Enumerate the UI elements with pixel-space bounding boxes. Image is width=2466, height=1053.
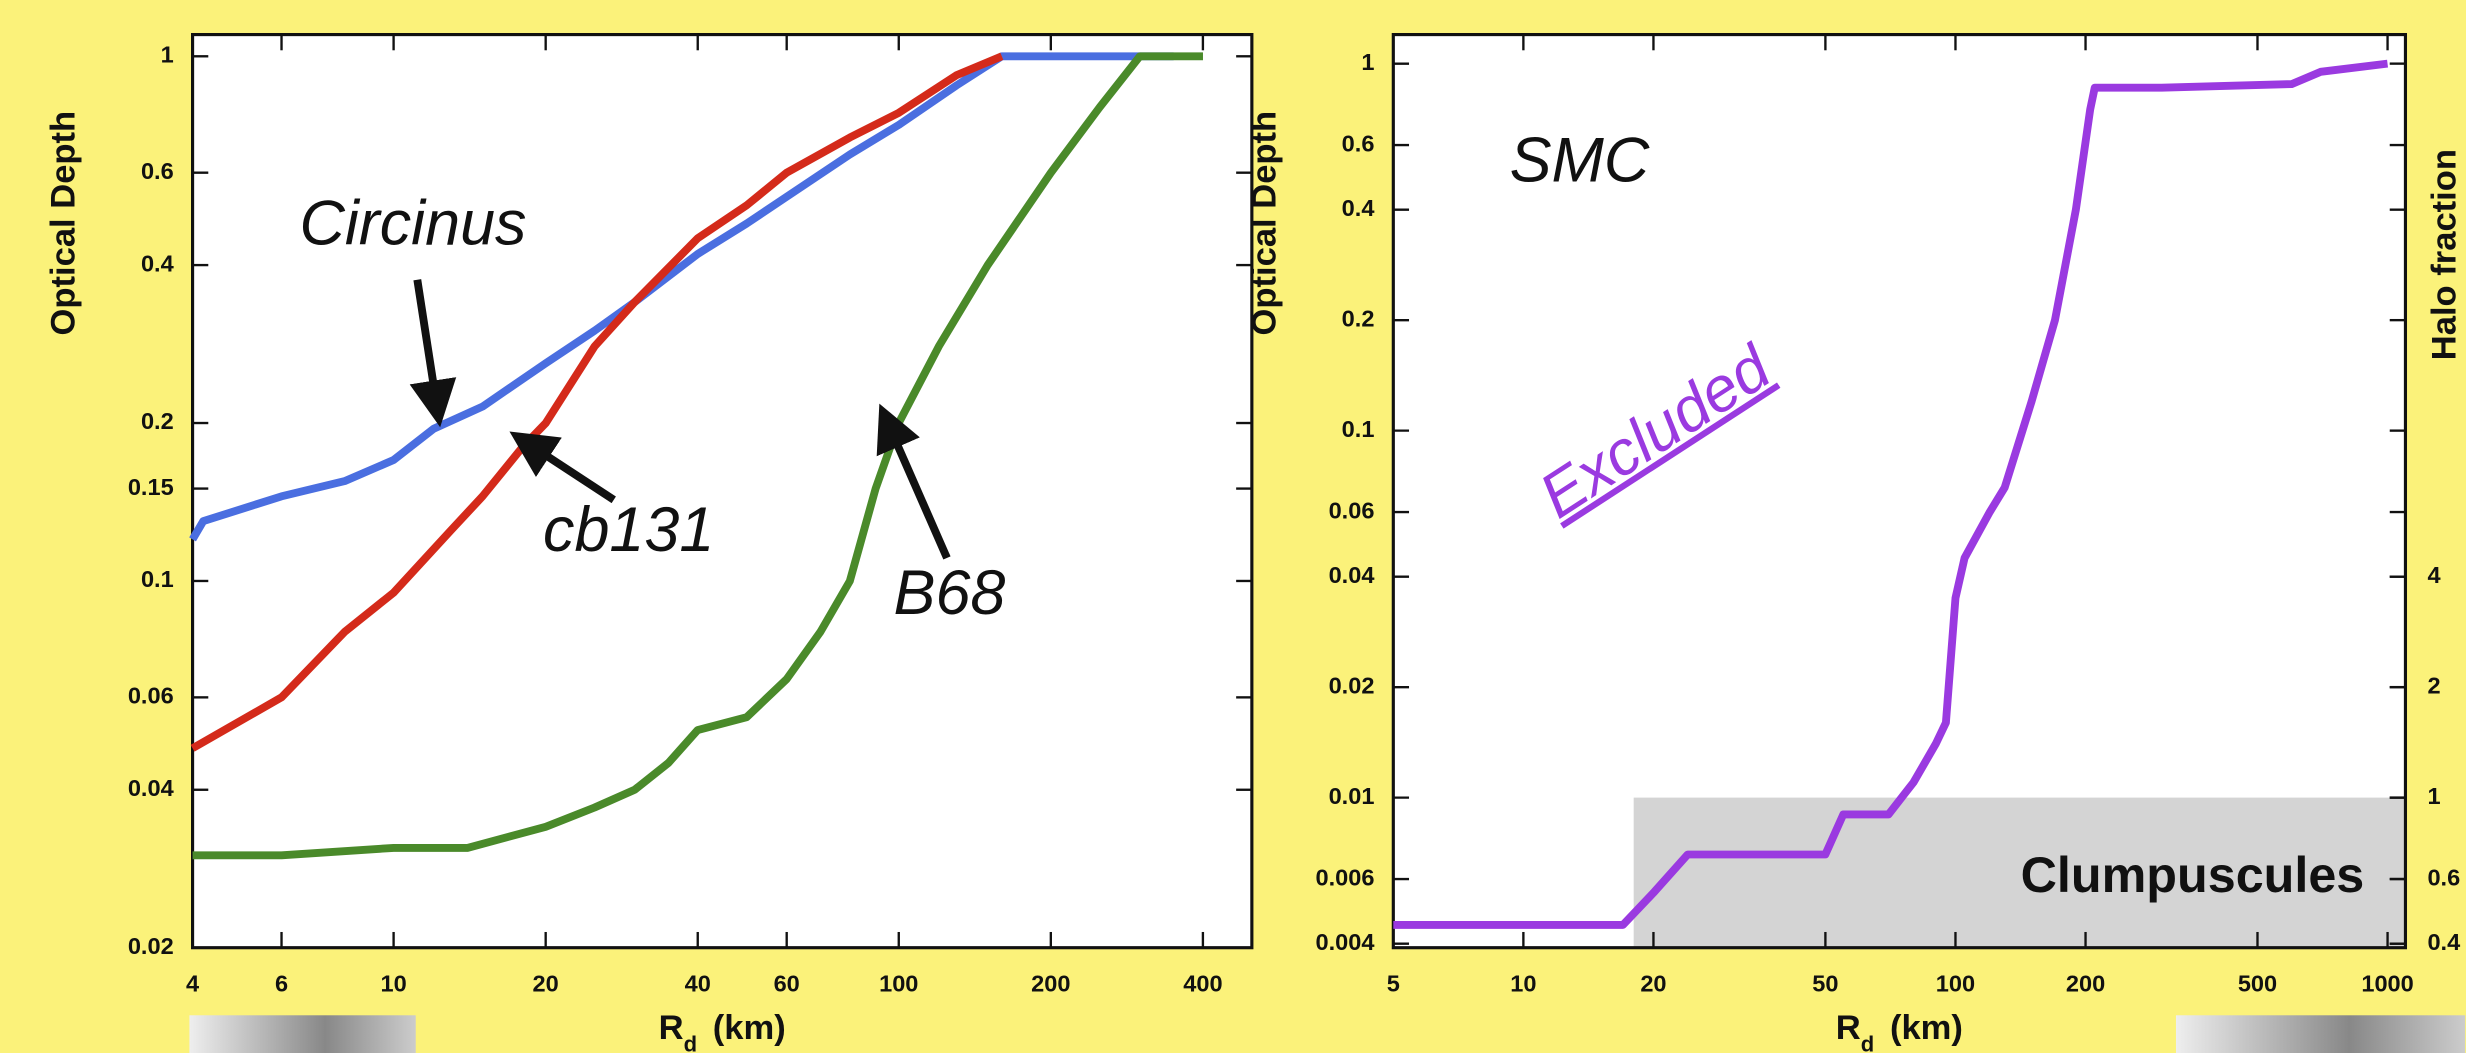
arrow <box>876 403 951 560</box>
y-tick-label: 0.1 <box>141 566 174 592</box>
x-tick-label: 10 <box>1510 971 1536 997</box>
x-tick-label: 4 <box>186 971 199 997</box>
y-tick-label: 0.004 <box>1315 929 1374 955</box>
line <box>192 52 1203 860</box>
y-tick-label: 0.1 <box>1342 416 1375 442</box>
y-tick-label: 0.006 <box>1315 864 1374 890</box>
y-tick-label: 0.06 <box>128 683 174 709</box>
x-label-sub: d <box>1861 1031 1874 1053</box>
arrow <box>409 279 457 428</box>
series-label: B68 <box>894 558 1006 628</box>
region <box>1633 797 2406 948</box>
x-label-unit: (km) <box>713 1009 786 1047</box>
x-tick-label: 60 <box>774 971 800 997</box>
arrow <box>509 431 616 504</box>
y-tick-label: 0.04 <box>1329 562 1375 588</box>
x-label-main: R <box>659 1009 684 1047</box>
x-tick-label: 200 <box>1031 971 1070 997</box>
x-tick-label: 20 <box>533 971 559 997</box>
line <box>1393 59 2389 929</box>
y-tick-label: 0.01 <box>1329 783 1375 809</box>
y-tick-label: 0.6 <box>1342 130 1375 156</box>
x-tick-label: 5 <box>1387 971 1400 997</box>
y-tick-label: 0.2 <box>1342 305 1375 331</box>
x-tick-label: 100 <box>879 971 918 997</box>
x-tick-label: 20 <box>1640 971 1666 997</box>
y2-tick-label: 0.4 <box>2427 929 2460 955</box>
series-label: Circinus <box>299 188 526 258</box>
x-tick-label: 400 <box>1183 971 1222 997</box>
y-tick-label: 0.2 <box>141 408 174 434</box>
x-tick-label: 40 <box>685 971 711 997</box>
y-tick-label: 0.4 <box>141 250 174 276</box>
y2-tick-label: 4 <box>2427 562 2440 588</box>
y-tick-label: 0.4 <box>1342 195 1375 221</box>
y-tick-label: 0.02 <box>1329 672 1375 698</box>
y-axis-label: Optical Depth <box>1245 111 1283 336</box>
y-tick-label: 1 <box>161 42 174 68</box>
plot-frame <box>1391 33 2408 950</box>
line <box>190 52 1004 752</box>
annotation: SMC <box>1510 126 1650 196</box>
y-axis-label: Optical Depth <box>45 111 83 336</box>
y-tick-label: 0.15 <box>128 474 174 500</box>
x-tick-label: 200 <box>2066 971 2105 997</box>
plot-frame <box>191 33 1254 950</box>
y2-axis-label: Halo fraction <box>2426 149 2464 360</box>
x-label-main: R <box>1836 1009 1861 1047</box>
thumbnail <box>2175 1015 2466 1053</box>
y-tick-label: 1 <box>1361 49 1374 75</box>
x-tick-label: 50 <box>1812 971 1838 997</box>
x-tick-label: 1000 <box>2361 971 2413 997</box>
region-label: Clumpuscules <box>2021 846 2365 903</box>
x-label-unit: (km) <box>1890 1009 1963 1047</box>
x-tick-label: 100 <box>1936 971 1975 997</box>
x-tick-label: 6 <box>275 971 288 997</box>
plot-area <box>192 34 1252 948</box>
y2-tick-label: 0.6 <box>2427 864 2460 890</box>
y-tick-label: 0.04 <box>128 775 174 801</box>
y2-tick-label: 1 <box>2427 783 2440 809</box>
x-label-sub: d <box>684 1031 697 1053</box>
x-axis-label: Rd (km) <box>659 1009 786 1053</box>
x-tick-label: 500 <box>2238 971 2277 997</box>
y-tick-label: 0.6 <box>141 158 174 184</box>
thumbnail <box>189 1015 416 1053</box>
y2-tick-label: 2 <box>2427 672 2440 698</box>
x-tick-label: 10 <box>380 971 406 997</box>
y-tick-label: 0.06 <box>1329 497 1375 523</box>
series-label: cb131 <box>543 495 714 565</box>
y-tick-label: 0.02 <box>128 933 174 959</box>
x-axis-label: Rd (km) <box>1836 1009 1963 1053</box>
